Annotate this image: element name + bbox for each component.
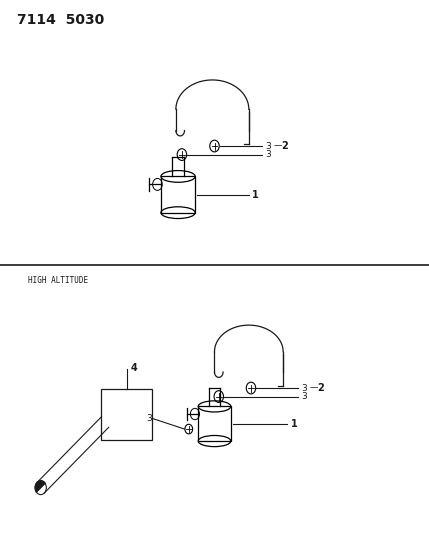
Text: HIGH ALTITUDE: HIGH ALTITUDE bbox=[28, 276, 88, 285]
Text: 1: 1 bbox=[291, 419, 298, 429]
Text: —: — bbox=[310, 384, 318, 392]
Text: 7114  5030: 7114 5030 bbox=[17, 13, 104, 27]
Text: —: — bbox=[273, 142, 282, 150]
Text: 2: 2 bbox=[281, 141, 288, 151]
Bar bbox=[161, 176, 195, 213]
Polygon shape bbox=[35, 481, 45, 492]
Text: 3: 3 bbox=[302, 384, 307, 392]
Text: 3: 3 bbox=[265, 150, 271, 159]
Text: 4: 4 bbox=[131, 363, 138, 373]
Text: 3: 3 bbox=[265, 142, 271, 150]
Text: 2: 2 bbox=[317, 383, 324, 393]
Text: 1: 1 bbox=[252, 190, 259, 199]
Text: 3: 3 bbox=[146, 414, 151, 423]
Bar bbox=[101, 389, 152, 440]
Text: 3: 3 bbox=[302, 392, 307, 401]
Bar bbox=[198, 406, 231, 441]
